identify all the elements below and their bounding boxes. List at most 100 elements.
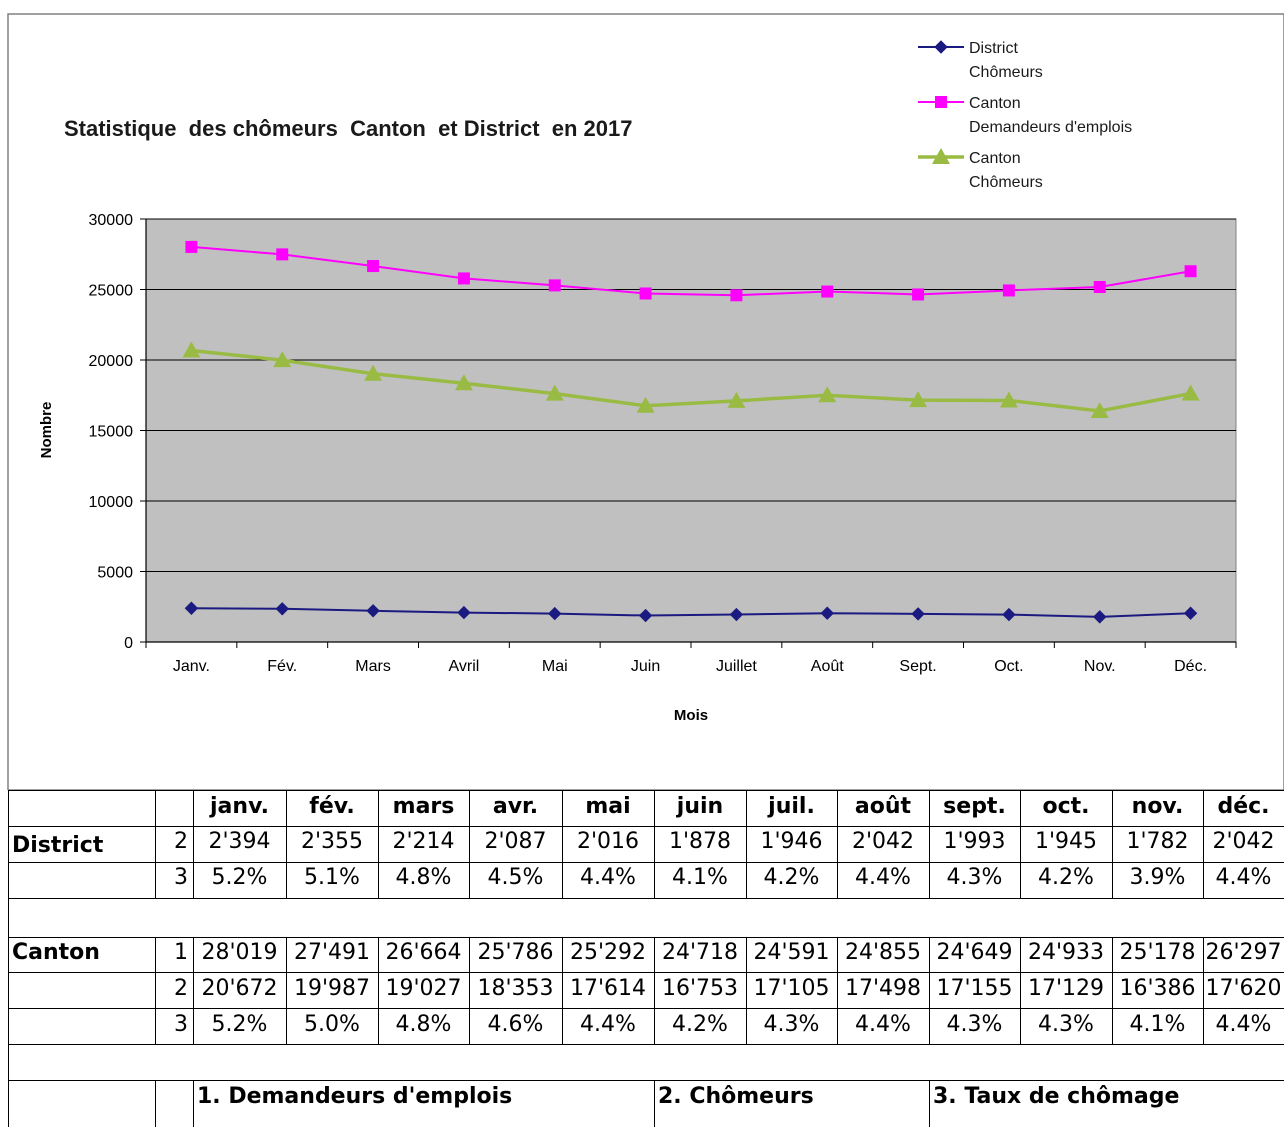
table-cell: 5.0% (304, 1012, 360, 1037)
table-cell: 4.3% (946, 1012, 1003, 1037)
table-rule (8, 898, 1284, 899)
legend-label: Chômeurs (969, 174, 1043, 191)
table-divider (155, 937, 156, 1044)
y-tick-label: 25000 (89, 283, 134, 300)
table-divider (1203, 937, 1204, 1044)
table-divider (929, 790, 930, 898)
row-index: 2 (174, 829, 188, 854)
table-divider (1020, 937, 1021, 1044)
table-cell: 17'620 (1205, 976, 1282, 1001)
data-point (727, 391, 746, 408)
data-point (912, 288, 925, 301)
x-tick-label: Déc. (1174, 658, 1207, 675)
table-divider (286, 937, 287, 1044)
table-cell: 19'027 (385, 976, 462, 1001)
table-cell: 4.3% (1038, 1012, 1094, 1037)
table-cell: 4.4% (855, 865, 911, 890)
data-point (1002, 607, 1016, 622)
legend-marker (934, 40, 948, 54)
month-header: sept. (943, 794, 1006, 819)
data-point (1002, 284, 1015, 297)
month-header: juil. (768, 794, 815, 819)
series-line-1 (191, 245, 1191, 297)
table-divider (155, 1080, 156, 1127)
data-point (545, 384, 564, 401)
table-cell: 28'019 (201, 940, 278, 965)
x-tick-label: Sept. (899, 658, 936, 675)
table-cell: 1'782 (1126, 829, 1189, 854)
table-cell: 24'855 (844, 940, 922, 965)
data-point (366, 604, 380, 618)
table-rule (8, 1044, 1284, 1045)
month-header: oct. (1042, 794, 1090, 819)
table-divider (746, 937, 747, 1044)
data-point (730, 289, 743, 302)
series-line-0 (191, 607, 1191, 618)
data-point (636, 396, 655, 413)
legend-label: District (969, 40, 1018, 57)
table-rule (8, 862, 1284, 863)
x-axis-title: Mois (674, 707, 708, 724)
table-cell: 1'946 (760, 829, 823, 854)
legend-footnote: 3. Taux de chômage (933, 1084, 1180, 1109)
table-divider (193, 790, 194, 898)
table-divider (1203, 790, 1204, 898)
table-cell: 2'214 (392, 829, 455, 854)
data-point (1093, 280, 1106, 293)
data-point (638, 608, 653, 623)
table-cell: 17'614 (569, 976, 647, 1001)
month-header: avr. (492, 794, 539, 819)
table-divider (1020, 790, 1021, 898)
data-point (364, 364, 383, 381)
table-cell: 2'042 (851, 829, 915, 854)
table-cell: 27'491 (293, 940, 371, 965)
data-point (185, 240, 198, 253)
y-tick-label: 5000 (97, 565, 133, 582)
row-index: 3 (174, 865, 188, 890)
x-tick-label: Oct. (994, 658, 1023, 675)
table-cell: 2'394 (208, 829, 271, 854)
table-cell: 17'129 (1027, 976, 1105, 1001)
x-tick-label: Juillet (716, 658, 757, 675)
legend-label: Canton (969, 95, 1021, 112)
series-line-2 (191, 348, 1191, 413)
table-cell: 25'292 (569, 940, 647, 965)
table-cell: 4.8% (395, 1012, 452, 1037)
month-header: janv. (210, 794, 269, 819)
table-cell: 17'155 (936, 976, 1013, 1001)
table-divider (155, 790, 156, 898)
table-cell: 24'933 (1027, 940, 1105, 965)
table-rule (8, 937, 1284, 938)
table-cell: 4.4% (580, 1012, 636, 1037)
table-cell: 4.1% (1129, 1012, 1186, 1037)
table-cell: 5.2% (211, 865, 268, 890)
table-divider (562, 937, 563, 1044)
data-point (818, 386, 837, 403)
y-tick-label: 20000 (89, 353, 134, 370)
data-point (1093, 610, 1107, 624)
table-cell: 5.2% (211, 1012, 268, 1037)
table-rule (8, 1080, 1284, 1081)
x-tick-label: Janv. (173, 658, 210, 675)
data-point (911, 607, 925, 621)
table-divider (469, 790, 470, 898)
chart-area: 0 5000 10000 15000 20000 25000 30000 Janv. Fév. M… (7, 13, 1284, 790)
canton-label: Canton (12, 940, 100, 965)
x-tick-label: Avril (449, 658, 480, 675)
table-cell: 2'087 (484, 829, 547, 854)
legend-footnote: 1. Demandeurs d'emplois (197, 1084, 513, 1109)
table-divider (746, 790, 747, 898)
data-point (639, 287, 652, 300)
table-cell: 2'355 (300, 829, 364, 854)
data-point (729, 607, 744, 622)
line-chart: 0 5000 10000 15000 20000 25000 30000 Janv. Fév. M… (7, 13, 1284, 790)
data-point (1090, 401, 1109, 418)
table-cell: 16'386 (1119, 976, 1196, 1001)
data-point (548, 606, 562, 621)
table-rule (8, 790, 1284, 791)
table-divider (8, 790, 9, 1127)
table-divider (378, 937, 379, 1044)
table-cell: 4.8% (395, 865, 452, 890)
legend-footnote: 2. Chômeurs (658, 1084, 814, 1109)
table-cell: 25'178 (1119, 940, 1196, 965)
